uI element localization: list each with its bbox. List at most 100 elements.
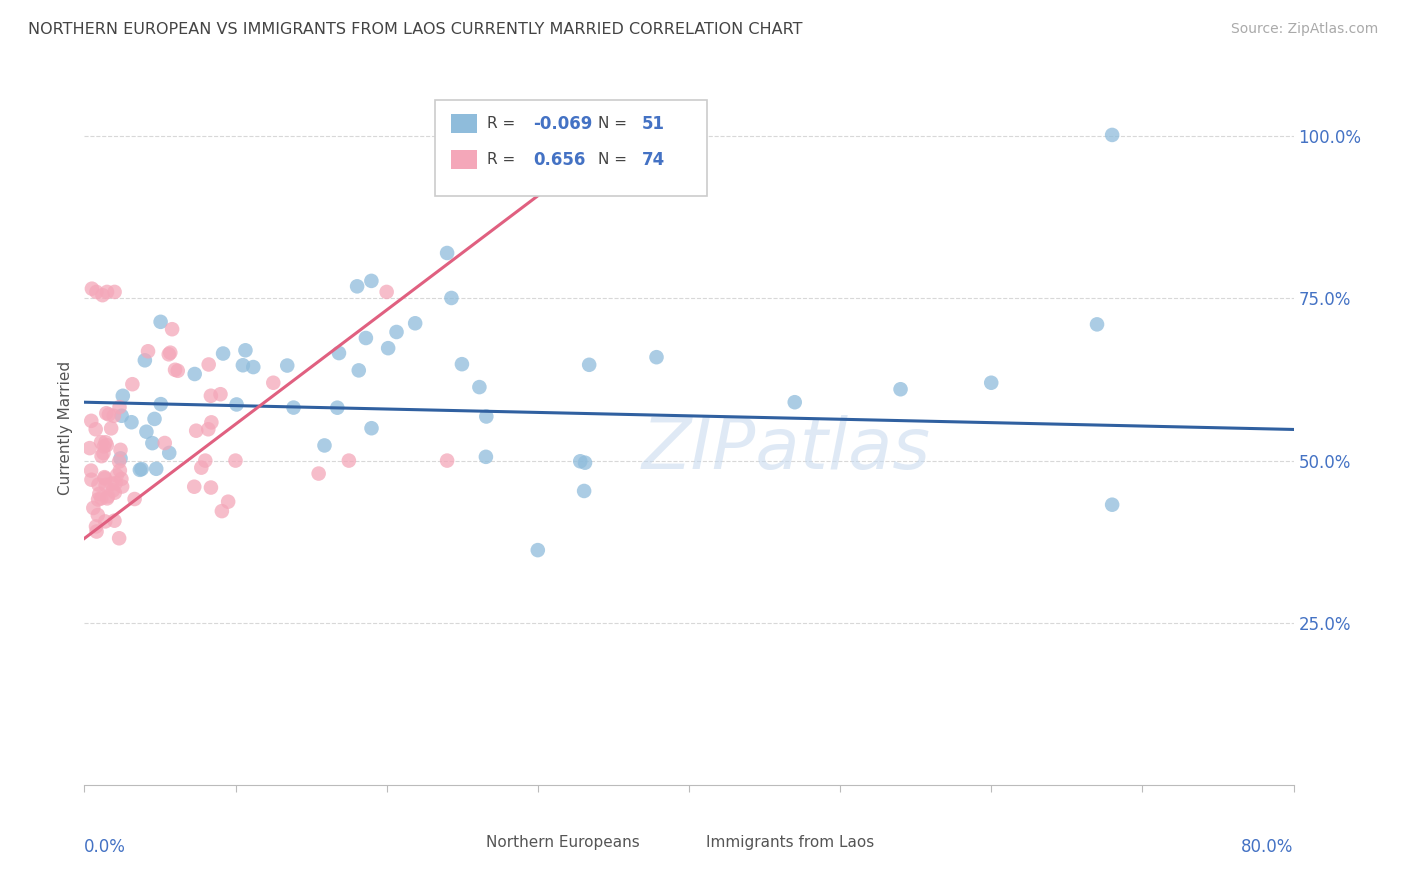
Bar <box>451 150 478 169</box>
Point <box>1085 318 1108 332</box>
Point <box>404 316 426 330</box>
Point <box>96 438 118 452</box>
Point <box>80 414 103 428</box>
Bar <box>451 114 478 134</box>
Point <box>145 462 167 476</box>
Point <box>79 441 101 455</box>
Point <box>90 449 112 463</box>
Point <box>186 424 208 438</box>
Point <box>354 331 377 345</box>
Text: 74: 74 <box>641 151 665 169</box>
Point <box>980 376 1002 390</box>
Text: R =: R = <box>486 153 524 167</box>
Point <box>111 409 134 423</box>
Point <box>165 363 187 377</box>
Point <box>451 357 474 371</box>
Point <box>149 397 172 411</box>
Point <box>96 285 118 299</box>
Point <box>578 358 600 372</box>
Point <box>93 470 115 484</box>
Point <box>440 291 463 305</box>
Point <box>96 491 118 506</box>
Point <box>93 446 115 460</box>
Point <box>153 436 176 450</box>
Text: N =: N = <box>599 117 633 131</box>
Bar <box>447 833 474 851</box>
Point <box>890 382 912 396</box>
Point <box>347 363 370 377</box>
Point <box>101 483 124 498</box>
Point <box>100 476 122 491</box>
Point <box>131 462 153 476</box>
Point <box>209 387 232 401</box>
Point <box>84 519 107 533</box>
Point <box>86 524 108 539</box>
Point <box>527 543 550 558</box>
Point <box>337 453 360 467</box>
Point <box>190 460 212 475</box>
Point <box>475 409 498 424</box>
Point <box>89 487 111 501</box>
Text: R =: R = <box>486 117 520 131</box>
Point <box>108 463 131 477</box>
Point <box>135 425 157 439</box>
Point <box>157 347 180 361</box>
Text: NORTHERN EUROPEAN VS IMMIGRANTS FROM LAOS CURRENTLY MARRIED CORRELATION CHART: NORTHERN EUROPEAN VS IMMIGRANTS FROM LAO… <box>28 22 803 37</box>
Point <box>468 380 491 394</box>
Point <box>94 471 117 485</box>
Point <box>100 421 122 435</box>
Point <box>436 246 458 260</box>
Point <box>475 450 498 464</box>
FancyBboxPatch shape <box>434 100 707 196</box>
Point <box>87 508 110 522</box>
Point <box>328 346 350 360</box>
Point <box>134 353 156 368</box>
Point <box>110 451 132 466</box>
Point <box>143 412 166 426</box>
Point <box>97 408 120 422</box>
Point <box>385 325 408 339</box>
Point <box>149 315 172 329</box>
Point <box>91 288 114 302</box>
Point <box>212 346 235 360</box>
Point <box>346 279 368 293</box>
Point <box>783 395 806 409</box>
Point <box>360 274 382 288</box>
Point <box>217 494 239 508</box>
Point <box>157 446 180 460</box>
Point <box>645 350 668 364</box>
Point <box>200 389 222 403</box>
Point <box>108 454 131 468</box>
Text: 51: 51 <box>641 115 665 133</box>
Point <box>572 483 595 498</box>
Text: N =: N = <box>599 153 633 167</box>
Text: 80.0%: 80.0% <box>1241 838 1294 856</box>
Point <box>183 480 205 494</box>
Point <box>84 422 107 436</box>
Text: Source: ZipAtlas.com: Source: ZipAtlas.com <box>1230 22 1378 37</box>
Point <box>200 481 222 495</box>
Text: -0.069: -0.069 <box>533 115 592 133</box>
Point <box>360 421 382 435</box>
Point <box>121 377 143 392</box>
Point <box>308 467 330 481</box>
Point <box>375 285 398 299</box>
Point <box>160 322 183 336</box>
Point <box>104 485 127 500</box>
Point <box>194 453 217 467</box>
Text: 0.656: 0.656 <box>533 151 585 169</box>
Point <box>80 464 103 478</box>
Point <box>94 515 117 529</box>
Point <box>232 358 254 372</box>
Point <box>569 454 592 468</box>
Point <box>242 360 264 375</box>
Point <box>87 477 110 491</box>
Point <box>128 463 150 477</box>
Point <box>574 456 596 470</box>
Point <box>90 491 112 506</box>
Point <box>110 442 132 457</box>
Point <box>103 409 125 423</box>
Point <box>108 400 131 414</box>
Point <box>121 415 143 429</box>
Point <box>183 367 205 381</box>
